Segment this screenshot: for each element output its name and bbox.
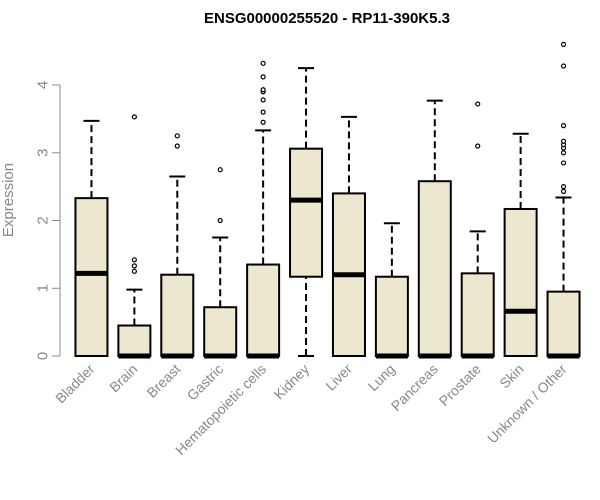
outlier-point — [217, 167, 223, 173]
box-iqr — [289, 147, 324, 278]
box-lung — [374, 222, 409, 359]
x-tick-label: Lung — [365, 361, 398, 394]
x-tick-label: Unknown / Other — [484, 361, 570, 447]
box-prostate — [460, 101, 495, 359]
box-skin — [503, 132, 538, 357]
x-tick-label: Breast — [143, 361, 183, 401]
y-tick-label: 2 — [35, 216, 52, 224]
y-tick-label: 3 — [35, 149, 52, 157]
box-kidney — [289, 67, 324, 357]
outlier-point — [217, 217, 223, 224]
y-tick-label: 4 — [35, 81, 52, 89]
y-axis: 0 1 2 3 4 — [35, 81, 61, 360]
box-brain — [117, 114, 152, 359]
outlier-point — [131, 257, 137, 263]
outlier-point — [560, 184, 567, 190]
box-iqr — [503, 207, 538, 357]
box-iqr — [460, 272, 495, 357]
box-bladder — [74, 119, 109, 357]
outlier-point — [131, 263, 137, 269]
box-iqr — [74, 197, 109, 357]
boxes-group — [74, 41, 581, 359]
box-iqr — [160, 273, 195, 358]
x-tick-label: Brain — [106, 361, 140, 395]
outlier-point — [475, 143, 481, 149]
y-tick-label: 0 — [35, 352, 52, 360]
y-axis-label: Expression — [0, 163, 17, 237]
chart-title: ENSG00000255520 - RP11-390K5.3 — [204, 10, 450, 27]
outlier-point — [475, 101, 481, 107]
x-tick-label: Kidney — [271, 361, 313, 403]
outlier-point — [560, 63, 567, 69]
box-pancreas — [417, 99, 452, 359]
box-iqr — [374, 275, 409, 358]
outlier-point — [131, 268, 137, 274]
box-unknown-other — [546, 41, 581, 359]
box-gastric — [203, 167, 238, 359]
box-iqr — [246, 263, 281, 358]
box-iqr — [117, 324, 152, 358]
y-tick-label: 1 — [35, 284, 52, 292]
x-tick-label: Bladder — [52, 361, 98, 407]
x-tick-label: Pancreas — [388, 361, 441, 414]
box-liver — [331, 115, 366, 357]
outlier-point — [560, 123, 567, 129]
box-breast — [160, 133, 195, 359]
outlier-point — [260, 109, 266, 115]
box-iqr — [417, 180, 452, 357]
outlier-point — [131, 114, 137, 120]
outlier-point — [260, 74, 266, 80]
x-tick-label: Gastric — [184, 361, 227, 404]
outlier-point — [560, 150, 567, 156]
outlier-point — [260, 87, 266, 93]
x-tick-label: Skin — [496, 361, 527, 392]
x-tick-label: Liver — [322, 361, 355, 394]
outlier-point — [260, 60, 266, 66]
box-iqr — [203, 306, 238, 357]
outlier-point — [174, 143, 180, 149]
outlier-point — [174, 133, 180, 139]
outlier-point — [560, 138, 567, 144]
x-tick-label: Prostate — [436, 361, 484, 409]
outlier-point — [260, 97, 266, 103]
outlier-point — [560, 160, 567, 166]
outlier-point — [260, 119, 266, 125]
outlier-point — [560, 188, 567, 194]
box-iqr — [546, 290, 581, 358]
outlier-point — [560, 41, 567, 47]
box-hematopoietic-cells — [246, 60, 281, 359]
